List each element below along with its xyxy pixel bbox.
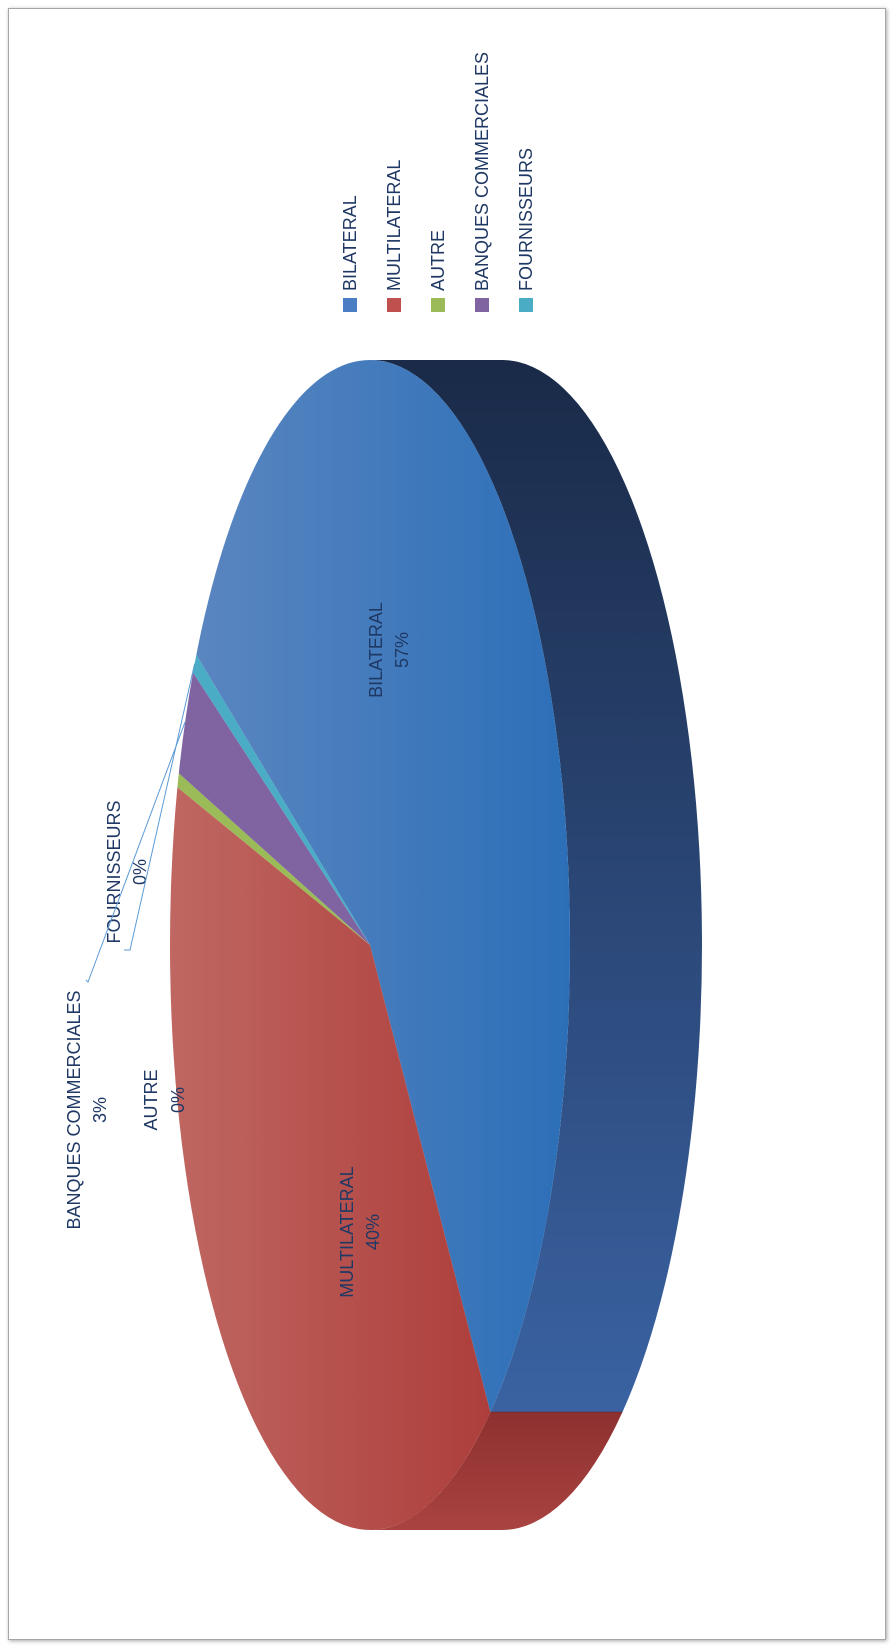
slice-bilateral [196, 359, 571, 1413]
label-autre: AUTRE [141, 1069, 161, 1130]
side-multilateral [370, 1412, 623, 1530]
legend-swatch-fournisseurs [519, 298, 533, 312]
label-multilateral: MULTILATERAL 40% [337, 1166, 383, 1297]
legend-label-multilateral: MULTILATERAL [384, 160, 404, 291]
side-bilateral [370, 360, 702, 1413]
legend-swatch-banques-commerciales [475, 298, 489, 312]
label-autre-value-line-1: 0% [168, 1087, 188, 1113]
legend-label-fournisseurs: FOURNISSEURS [516, 148, 536, 291]
label-banques-commerciales-line-1: BANQUES COMMERCIALES [64, 990, 84, 1229]
label-autre-line-1: AUTRE [141, 1069, 161, 1130]
label-bilateral: BILATERAL 57% [366, 602, 412, 698]
label-fournisseurs-line-2: 0% [130, 859, 150, 885]
label-multilateral-line-1: MULTILATERAL [337, 1166, 357, 1297]
legend-swatch-bilateral [343, 298, 357, 312]
label-autre-value: 0% [168, 1087, 188, 1113]
leader-fournisseurs [124, 663, 196, 951]
legend-label-autre: AUTRE [428, 230, 448, 291]
legend-label-banques-commerciales: BANQUES COMMERCIALES [472, 52, 492, 291]
legend-swatch-autre [431, 298, 445, 312]
legend-swatch-multilateral [387, 298, 401, 312]
slice-banques-commerciales [178, 672, 370, 945]
label-banques-commerciales-line-2: 3% [90, 1097, 110, 1123]
label-fournisseurs: FOURNISSEURS 0% [104, 800, 150, 943]
slice-multilateral [170, 787, 491, 1530]
leader-banques-commerciales [85, 721, 186, 983]
legend-label-bilateral: BILATERAL [340, 195, 360, 291]
label-fournisseurs-line-1: FOURNISSEURS [104, 800, 124, 943]
label-multilateral-line-2: 40% [363, 1214, 383, 1250]
label-banques-commerciales: BANQUES COMMERCIALES 3% [64, 990, 110, 1229]
slice-fournisseurs [193, 654, 370, 945]
label-bilateral-line-2: 57% [392, 632, 412, 668]
label-bilateral-line-1: BILATERAL [366, 602, 386, 698]
slice-autre [177, 773, 370, 945]
